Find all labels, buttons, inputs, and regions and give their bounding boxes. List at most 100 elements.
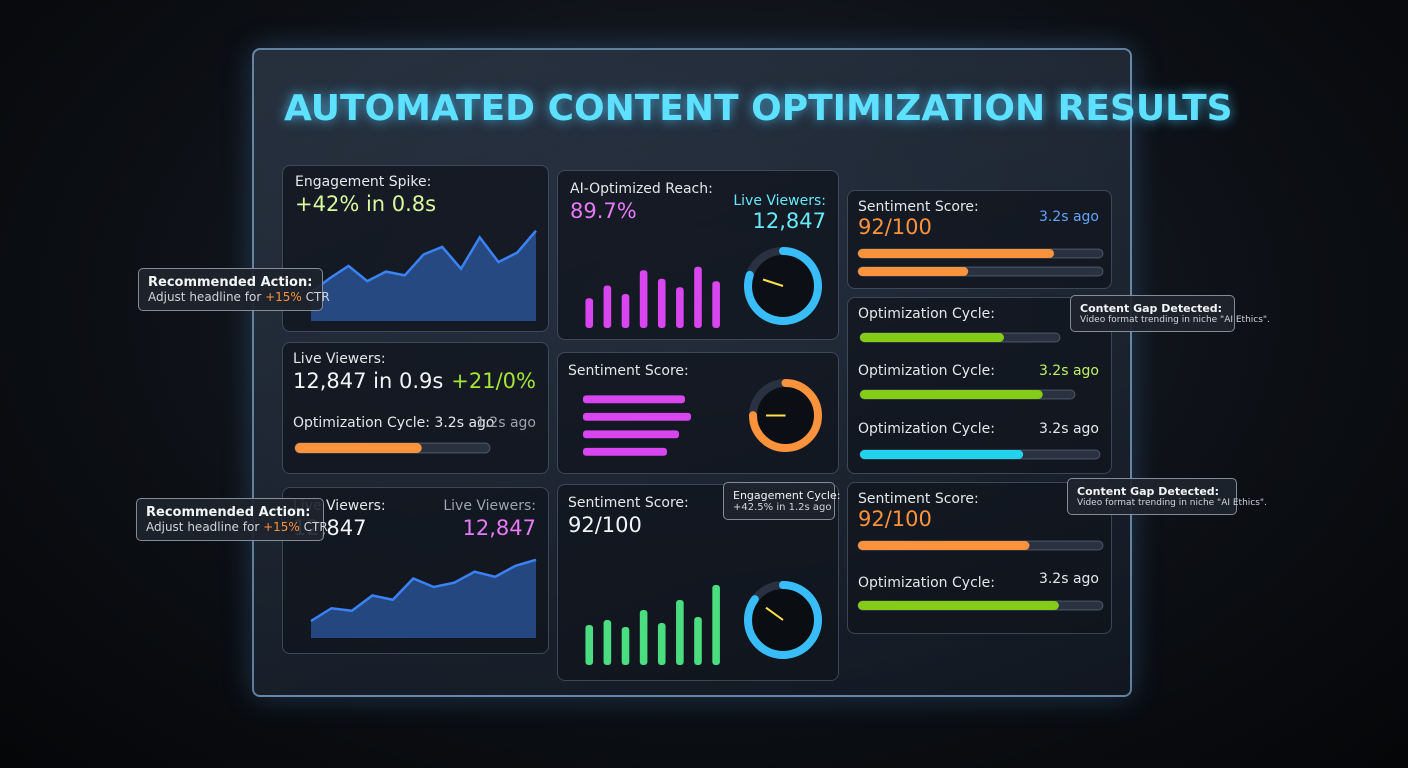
label: Live Viewers: [293, 351, 386, 367]
line-chart [310, 558, 537, 638]
card: Engagement Spike: +42% in 0.8s [282, 165, 549, 332]
progress-fill [295, 443, 422, 453]
label: Optimization Cycle: [858, 363, 995, 379]
title: AUTOMATED CONTENT OPTIMIZATION RESULTS [284, 88, 1233, 129]
overlay-title: Recommended Action: [148, 275, 313, 290]
card: Live Viewers: 12,847 Live Viewers: 12,84… [282, 487, 549, 654]
value: 92/100 [568, 513, 642, 537]
line [310, 558, 537, 623]
label: AI-Optimized Reach: [570, 181, 713, 197]
overlay: Recommended Action: Adjust headline for … [138, 268, 330, 311]
dashboard-panel: AUTOMATED CONTENT OPTIMIZATION RESULTS E… [252, 48, 1233, 697]
bar [583, 412, 691, 421]
progress-fill [858, 249, 1054, 258]
bar [583, 447, 667, 456]
label: Optimization Cycle: [858, 421, 995, 437]
overlay-title: Content Gap Detected: [1080, 302, 1223, 315]
gauge-arc [744, 581, 822, 659]
progress-fill [860, 333, 1004, 342]
highlight: +15% [263, 520, 300, 534]
overlay-text: +42.5% in 1.2s ago [733, 502, 832, 513]
bar [676, 600, 684, 665]
card: Sentiment Score: 92/100 [557, 484, 839, 681]
area [311, 559, 536, 638]
label: Optimization Cycle: [858, 575, 995, 591]
value: 12,847 in 0.9s [293, 369, 444, 393]
card: AI-Optimized Reach: 89.7% Live Viewers: … [557, 170, 839, 340]
overlay: Engagement Cycle: +42.5% in 1.2s ago [723, 482, 841, 520]
progress [294, 442, 491, 454]
overlay: Content Gap Detected: Video format trend… [1070, 295, 1270, 332]
label: Sentiment Score: [858, 491, 979, 507]
progress-fill [860, 390, 1043, 399]
label: Live Viewers: [733, 193, 826, 209]
bar [639, 610, 648, 665]
note: 3.2s ago [1038, 571, 1099, 587]
overlay-text: Video format trending in niche "AI Ethic… [1077, 498, 1267, 508]
overlay-title: Content Gap Detected: [1077, 485, 1220, 498]
bar [712, 585, 720, 665]
text: Adjust headline for [148, 290, 262, 304]
progress-fill [860, 450, 1024, 459]
gauge [749, 379, 822, 452]
card: Sentiment Score: [557, 352, 839, 474]
note: 3.2s ago [1038, 421, 1099, 437]
bar [603, 285, 612, 328]
overlay: Recommended Action: Adjust headline for … [136, 498, 328, 541]
progress-fill [858, 267, 969, 276]
label: Optimization Cycle: 3.2s ago [293, 415, 495, 431]
value: +21/0% [451, 369, 536, 393]
text: CTR [305, 290, 330, 304]
overlay: Content Gap Detected: Video format trend… [1067, 478, 1267, 515]
progress-fill [858, 601, 1059, 610]
area [311, 230, 536, 321]
value: 12,847 [462, 516, 536, 540]
value: 92/100 [858, 507, 932, 531]
hbar-chart [583, 395, 691, 456]
overlay-text: Adjust headline for +15% CTR [146, 520, 328, 534]
overlay-title: Recommended Action: [146, 505, 311, 520]
progress-fill [858, 541, 1030, 550]
highlight: +15% [265, 290, 302, 304]
progress [857, 248, 1104, 259]
gauge-needle [762, 278, 784, 287]
line [310, 229, 537, 294]
bar [621, 627, 630, 665]
bar [583, 430, 679, 439]
card: Sentiment Score: 92/100 3.2s ago [847, 190, 1112, 289]
label: Sentiment Score: [568, 495, 689, 511]
label: Optimization Cycle: [858, 306, 995, 322]
note: 3.2s ago [1038, 363, 1099, 379]
overlay-title: Engagement Cycle: [733, 489, 841, 502]
progress [859, 389, 1076, 400]
progress [857, 540, 1104, 551]
card: Optimization Cycle: Optimization Cycle: … [847, 297, 1112, 474]
gauge-arc [744, 247, 822, 325]
label: Sentiment Score: [858, 199, 979, 215]
gauge [744, 247, 822, 325]
bar [712, 281, 720, 328]
value: 92/100 [858, 215, 932, 239]
value: 89.7% [570, 199, 637, 223]
overlay-text: Video format trending in niche "AI Ethic… [1080, 315, 1270, 325]
bar-chart [585, 266, 720, 328]
bar [585, 625, 594, 665]
progress [859, 332, 1061, 343]
label: Engagement Spike: [295, 174, 432, 190]
text: Adjust headline for [146, 520, 260, 534]
progress [857, 266, 1104, 277]
note: 3.2s ago [1038, 209, 1099, 225]
card: Live Viewers: 12,847 in 0.9s +21/0% Opti… [282, 342, 549, 474]
bar [657, 623, 666, 665]
value: +42% in 0.8s [295, 192, 437, 216]
gauge-needle [765, 606, 784, 621]
label: Live Viewers: [443, 498, 536, 514]
progress [859, 449, 1101, 460]
bar [583, 395, 685, 404]
line-chart [310, 229, 537, 321]
progress [857, 600, 1104, 611]
bar-chart [585, 585, 720, 665]
bar [585, 298, 594, 328]
bar [603, 620, 612, 665]
